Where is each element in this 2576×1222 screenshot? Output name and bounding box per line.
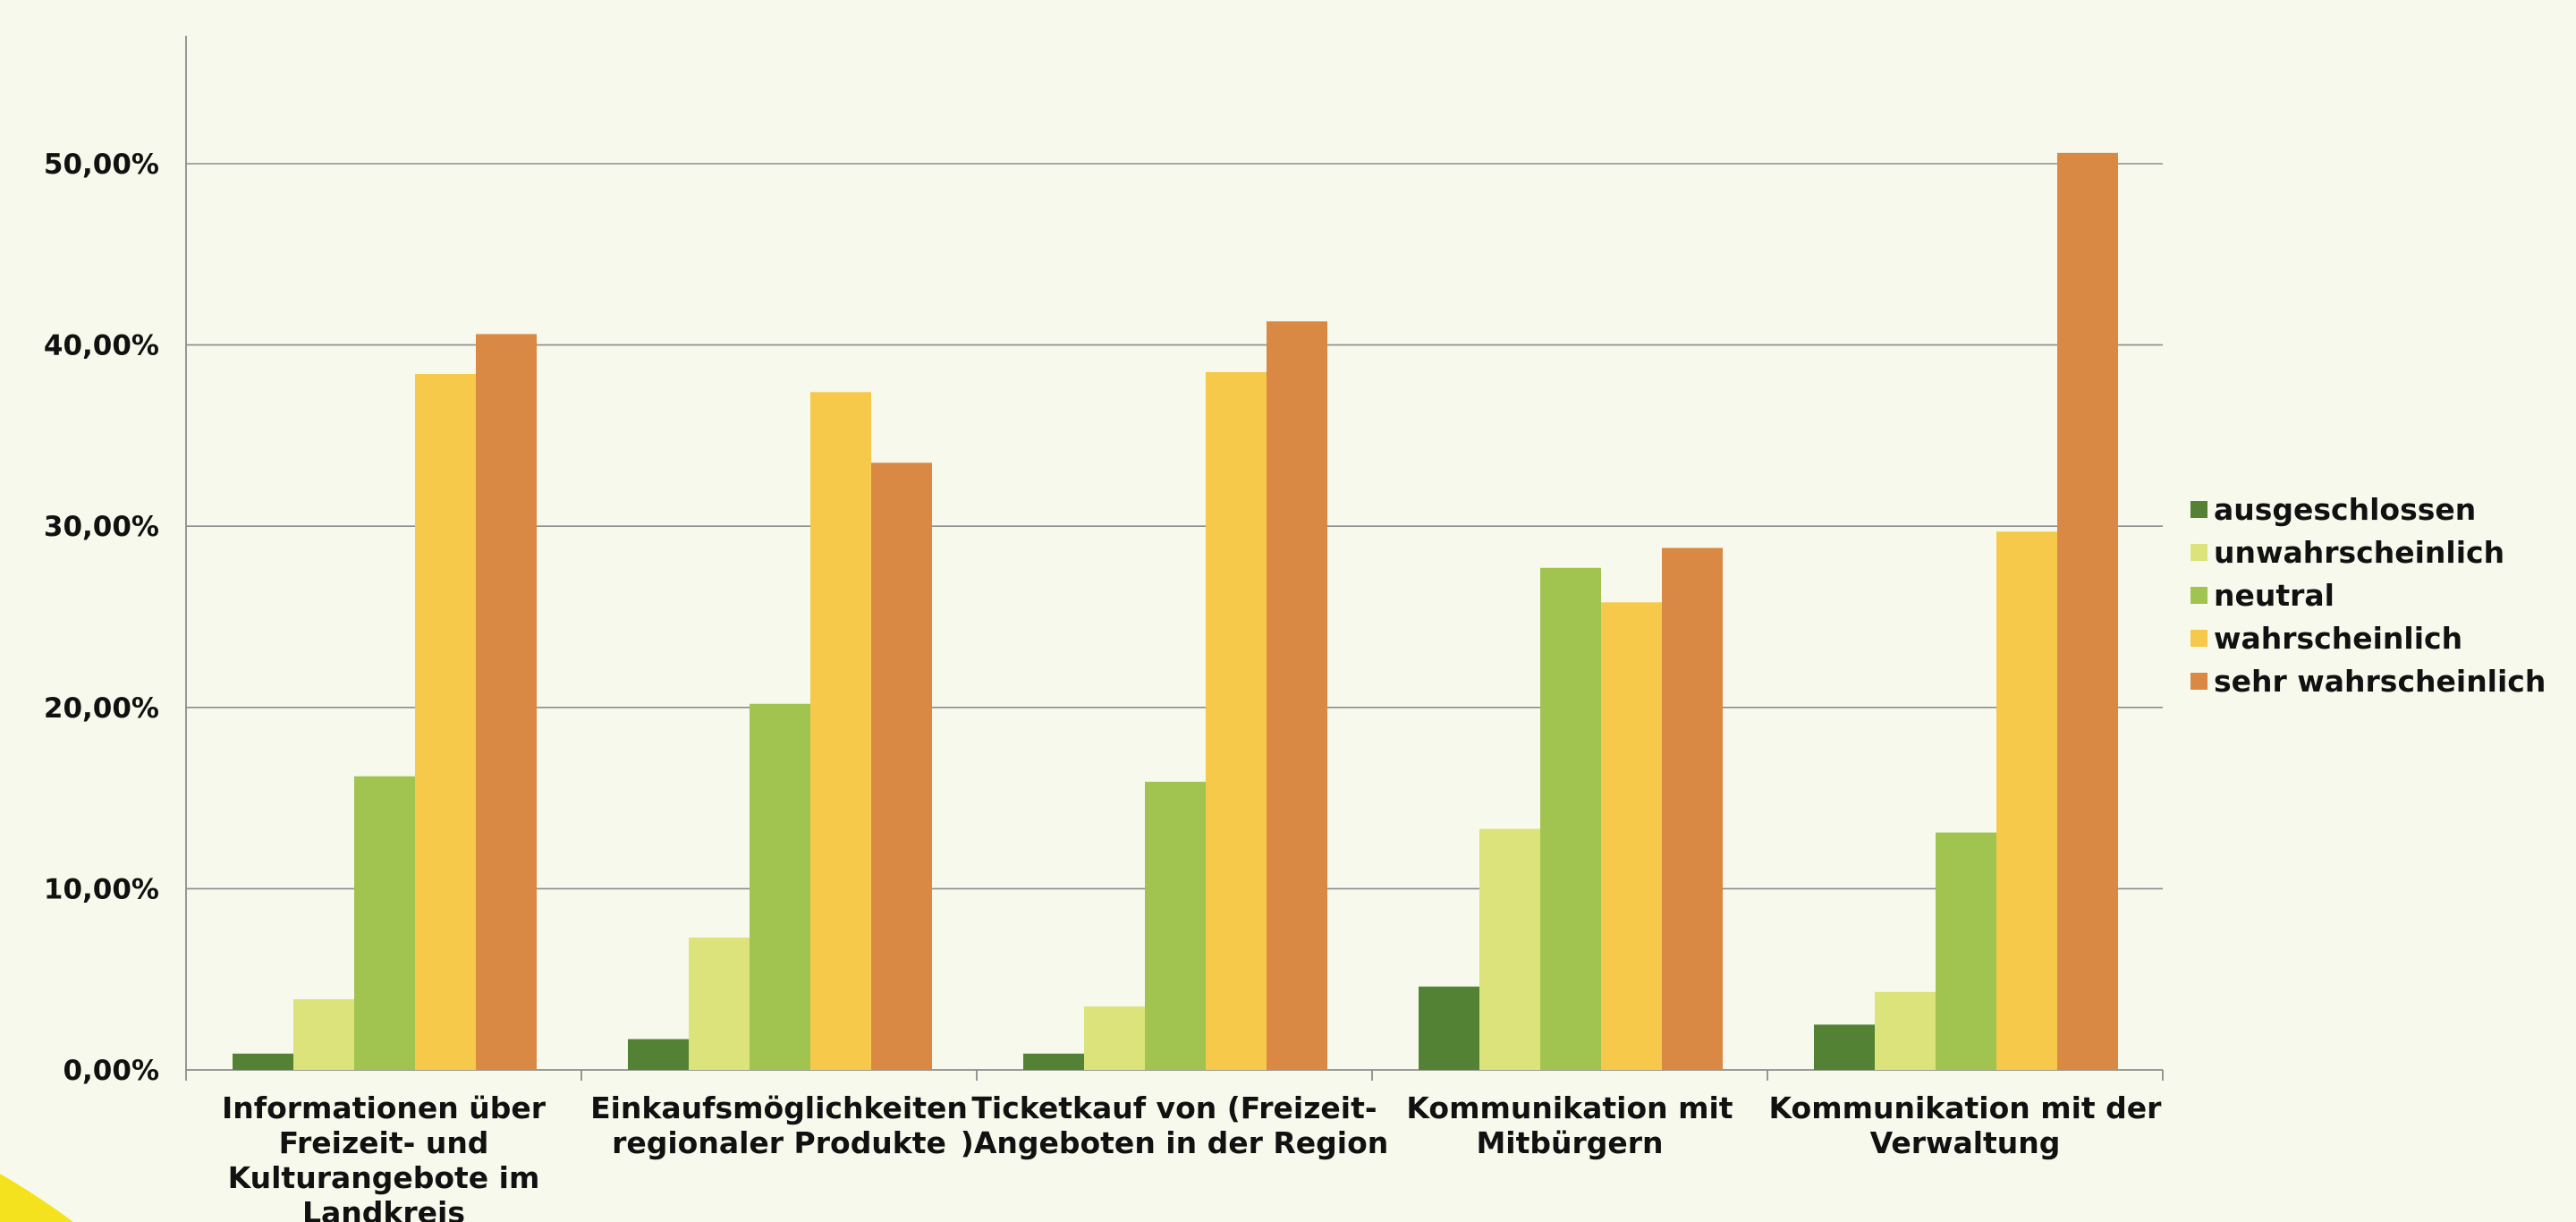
bar — [1023, 1053, 1084, 1070]
category-label-line: Ticketkauf von (Freizeit- — [971, 1090, 1377, 1125]
bar — [750, 703, 810, 1070]
legend-label: unwahrscheinlich — [2214, 535, 2504, 570]
legend-swatch — [2190, 544, 2207, 561]
legend-swatch — [2190, 673, 2207, 690]
legend-label: neutral — [2214, 578, 2334, 613]
bar — [1875, 991, 1936, 1070]
legend-label: wahrscheinlich — [2214, 621, 2462, 656]
bar — [354, 776, 415, 1070]
category-label-line: Freizeit- und — [279, 1125, 489, 1160]
decorative-swoosh — [0, 1174, 73, 1222]
bar — [628, 1039, 689, 1070]
bar — [476, 334, 537, 1071]
y-tick-label: 50,00% — [44, 149, 159, 181]
bar — [1814, 1024, 1875, 1070]
category-label-line: Mitbürgern — [1476, 1125, 1663, 1160]
decorative-accent-shape — [0, 1174, 73, 1222]
legend-swatch — [2190, 587, 2207, 604]
bar — [871, 462, 932, 1070]
category-label: Informationen über Freizeit- und Kulturang… — [222, 1090, 547, 1222]
bar — [293, 998, 354, 1070]
y-tick-label: 20,00% — [44, 692, 159, 725]
legend-swatch — [2190, 501, 2207, 518]
bar — [1145, 781, 1206, 1070]
bar — [1936, 832, 1996, 1070]
category-label-line: Kommunikation mit — [1406, 1090, 1733, 1125]
category-label: Einkaufsmöglichkeiten regionaler Produkte — [590, 1090, 968, 1160]
category-label: Ticketkauf von (Freizeit-)Angeboten in d… — [961, 1090, 1389, 1160]
bar — [1540, 567, 1601, 1070]
bar — [1479, 828, 1540, 1070]
bar — [1084, 1006, 1145, 1070]
category-label-line: )Angeboten in der Region — [961, 1125, 1389, 1160]
bar — [1662, 547, 1723, 1070]
category-label-line: Kulturangebote im — [228, 1160, 540, 1195]
category-label-line: Einkaufsmöglichkeiten — [590, 1090, 968, 1125]
bar — [233, 1053, 293, 1070]
bar — [1996, 531, 2057, 1070]
y-tick-label: 0,00% — [63, 1055, 159, 1087]
category-label: Kommunikation mit der Verwaltung — [1769, 1090, 2163, 1160]
legend-swatch — [2190, 630, 2207, 647]
y-tick-label: 40,00% — [44, 330, 159, 362]
category-label-line: Verwaltung — [1870, 1125, 2061, 1160]
bar — [1419, 986, 1479, 1070]
bar — [1601, 602, 1662, 1070]
bar — [810, 392, 871, 1070]
category-label-line: Landkreis — [302, 1195, 465, 1222]
category-labels: Informationen über Freizeit- und Kulturang… — [222, 1090, 2162, 1222]
bar — [689, 938, 750, 1070]
y-tick-label: 30,00% — [44, 511, 159, 543]
category-label-line: Informationen über — [222, 1090, 547, 1125]
y-tick-label: 10,00% — [44, 873, 159, 905]
legend-label: ausgeschlossen — [2214, 492, 2476, 527]
category-label: Kommunikation mit Mitbürgern — [1406, 1090, 1733, 1160]
bar — [2057, 152, 2118, 1070]
legend: ausgeschlossen unwahrscheinlich neutral wah… — [2190, 492, 2546, 699]
bar — [415, 374, 476, 1070]
bar — [1267, 321, 1327, 1071]
bars — [233, 152, 2118, 1071]
bar — [1206, 371, 1267, 1070]
y-tick-labels: 0,00% 10,00% 20,00% 30,00% 40,00% 50,00% — [44, 149, 159, 1087]
legend-label: sehr wahrscheinlich — [2214, 664, 2546, 699]
category-label-line: Kommunikation mit der — [1769, 1090, 2163, 1125]
category-label-line: regionaler Produkte — [612, 1125, 946, 1160]
